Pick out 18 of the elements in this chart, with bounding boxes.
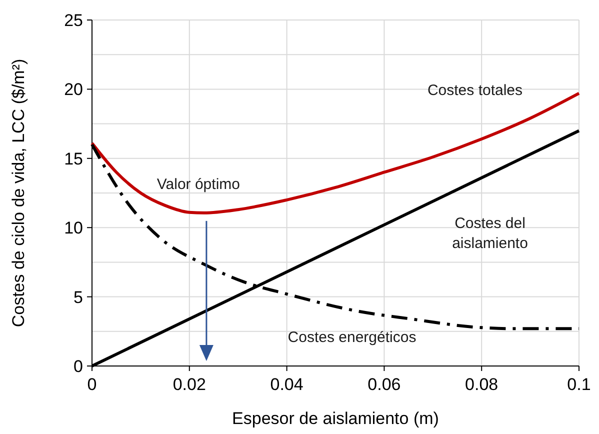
x-tick-label: 0.1 — [567, 375, 591, 394]
y-tick-label: 20 — [64, 80, 83, 100]
y-tick-label: 5 — [74, 288, 83, 307]
x-tick-label: 0 — [87, 375, 97, 394]
y-axis-title: Costes de ciclo de vida, LCC ($/m²) — [9, 58, 28, 328]
y-tick-label: 0 — [74, 356, 83, 376]
y-tick-label: 10 — [64, 218, 83, 238]
y-tick-label: 25 — [64, 10, 83, 30]
x-tick-label: 0.06 — [368, 375, 401, 394]
x-axis-title: Espesor de aislamiento (m) — [232, 409, 439, 428]
series-label: Costes del aislamiento — [452, 215, 528, 252]
x-tick-label: 0.04 — [270, 375, 304, 394]
x-tick-label: 0.02 — [172, 375, 206, 394]
series-label: Costes energéticos — [288, 329, 416, 346]
annotation: Valor óptimo — [156, 176, 240, 193]
series-label: Costes totales — [427, 82, 523, 99]
x-tick-label: 0.08 — [465, 375, 498, 394]
y-tick-label: 15 — [64, 149, 83, 168]
